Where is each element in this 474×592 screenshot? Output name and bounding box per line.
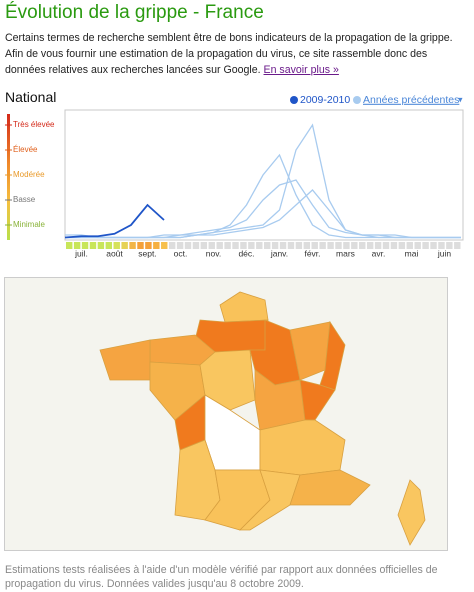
page-title: Évolution de la grippe - France	[5, 2, 264, 23]
x-tick-label: juin	[437, 248, 452, 258]
week-cell	[129, 242, 136, 249]
week-cell	[343, 242, 350, 249]
week-cell	[422, 242, 429, 249]
week-cell	[438, 242, 445, 249]
x-tick-label: févr.	[304, 248, 320, 258]
map	[4, 277, 448, 551]
week-cell	[311, 242, 318, 249]
x-tick-label: janv.	[270, 248, 288, 258]
week-cell	[271, 242, 279, 249]
x-tick-label: nov.	[206, 248, 221, 258]
week-cell	[287, 242, 295, 249]
week-cell	[66, 242, 73, 249]
week-cell	[406, 242, 413, 249]
legend-label: 2009-2010	[300, 94, 350, 106]
week-cell	[192, 242, 200, 249]
week-cell	[382, 242, 390, 249]
week-cell	[113, 242, 120, 249]
legend-dot	[290, 96, 298, 104]
week-cell	[295, 242, 303, 249]
week-cell	[319, 242, 326, 249]
legend-arrow[interactable]: ▾	[458, 94, 463, 104]
regions	[99, 291, 426, 546]
week-cell	[105, 242, 113, 249]
footer-note: Estimations tests réalisées à l'aide d'u…	[5, 564, 438, 590]
x-tick-label: mars	[336, 248, 355, 258]
week-cell	[398, 242, 406, 249]
week-cell	[374, 242, 382, 249]
week-cell	[232, 242, 239, 249]
week-cell	[81, 242, 89, 249]
week-cell	[153, 242, 160, 249]
week-cell	[176, 242, 184, 249]
region	[219, 291, 269, 323]
week-cell	[351, 242, 358, 249]
week-cell	[335, 242, 342, 249]
week-cell	[256, 242, 263, 249]
week-cell	[216, 242, 223, 249]
week-cell	[200, 242, 208, 249]
week-cell	[414, 242, 421, 249]
week-cell	[279, 242, 287, 249]
x-tick-label: août	[106, 248, 123, 258]
region	[397, 479, 426, 546]
previous-line	[65, 189, 461, 239]
week-cell	[446, 242, 453, 249]
week-cell	[248, 242, 255, 249]
week-cell	[97, 242, 105, 249]
week-cell	[303, 242, 311, 249]
y-tick-label: Élevée	[13, 145, 38, 154]
chart: 2009-2010 Années précédentes ▾ Très élev…	[5, 94, 464, 258]
x-tick-label: avr.	[372, 248, 386, 258]
x-tick-label: sept.	[138, 248, 156, 258]
x-tick-label: juil.	[74, 248, 88, 258]
week-cell	[327, 242, 334, 249]
x-tick-label: oct.	[174, 248, 188, 258]
week-cell	[121, 242, 128, 249]
y-tick-label: Modérée	[13, 170, 45, 179]
week-cell	[89, 242, 97, 249]
y-tick-label: Très élevée	[13, 120, 55, 129]
week-cell	[454, 242, 461, 249]
week-cell	[137, 242, 144, 249]
region	[299, 379, 336, 421]
x-tick-label: déc.	[238, 248, 254, 258]
week-cell	[240, 242, 247, 249]
region	[289, 469, 371, 506]
week-cell	[184, 242, 192, 249]
current-line	[64, 203, 165, 239]
week-cell	[145, 242, 152, 249]
plot-frame	[64, 109, 464, 241]
legend-link[interactable]: Années précédentes	[363, 94, 459, 106]
learn-more-link[interactable]: En savoir plus »	[263, 64, 339, 76]
x-tick-label: mai	[405, 248, 419, 258]
week-cell	[224, 242, 231, 249]
intro-text: Certains termes de recherche semblent êt…	[5, 32, 453, 76]
y-tick-label: Minimale	[13, 220, 46, 229]
intro: Certains termes de recherche semblent êt…	[5, 30, 469, 78]
week-cell	[168, 242, 176, 249]
week-cell	[208, 242, 215, 249]
week-cell	[430, 242, 437, 249]
week-cell	[366, 242, 374, 249]
week-cell	[264, 242, 271, 249]
y-tick-label: Basse	[13, 195, 36, 204]
week-cell	[390, 242, 398, 249]
legend-dot[interactable]	[353, 96, 361, 104]
level-bar	[7, 114, 10, 240]
section-title: National	[5, 89, 57, 105]
week-cell	[161, 242, 168, 249]
week-cell	[359, 242, 366, 249]
week-cell	[73, 242, 81, 249]
